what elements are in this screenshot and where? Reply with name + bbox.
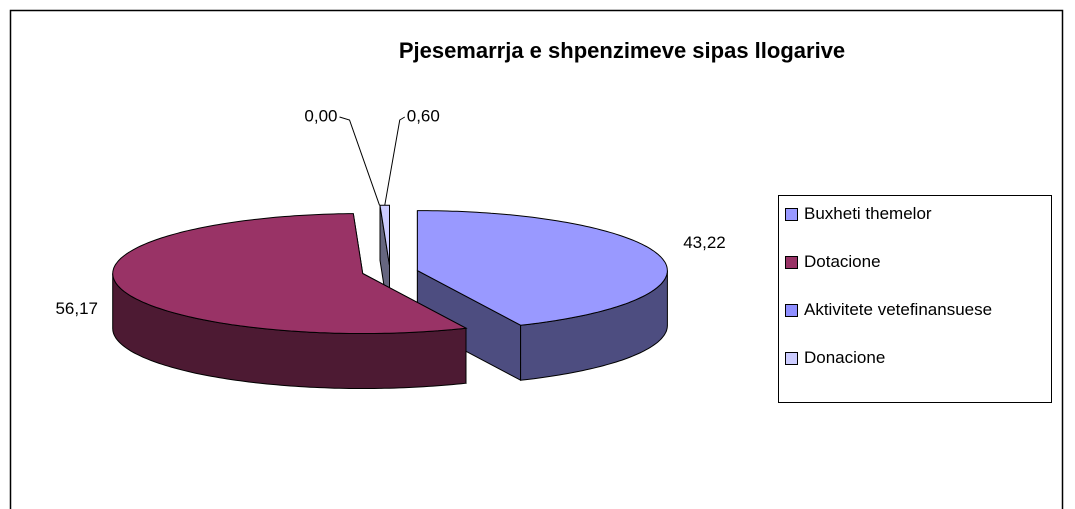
slice (112, 213, 468, 389)
legend-item: Dotacione (785, 252, 1045, 300)
legend-label: Aktivitete vetefinansuese (804, 300, 993, 319)
data-label: 43,22 (683, 233, 726, 252)
legend-label: Dotacione (804, 252, 881, 271)
legend-item: Donacione (785, 348, 1045, 396)
leader-line (339, 116, 380, 206)
slice-top (112, 213, 468, 334)
slice-top (416, 210, 668, 326)
slice-top (379, 204, 390, 266)
pie (112, 204, 668, 389)
leader-line (384, 116, 406, 206)
data-label: 56,17 (55, 299, 98, 318)
legend: Buxheti themelor Dotacione Aktivitete vete… (778, 195, 1052, 403)
legend-item: Buxheti themelor (785, 204, 1045, 252)
legend-swatch (785, 352, 798, 365)
legend-label: Donacione (804, 348, 886, 367)
legend-swatch (785, 208, 798, 221)
legend-swatch (785, 256, 798, 269)
legend-swatch (785, 304, 798, 317)
chart-frame (9, 9, 1064, 509)
data-label: 0,60 (407, 106, 440, 125)
legend-label: Buxheti themelor (804, 204, 932, 223)
data-label: 0,00 (304, 106, 337, 125)
legend-item: Aktivitete vetefinansuese (785, 300, 1045, 348)
chart-title: Pjesemarrja e shpenzimeve sipas llogariv… (399, 38, 845, 63)
